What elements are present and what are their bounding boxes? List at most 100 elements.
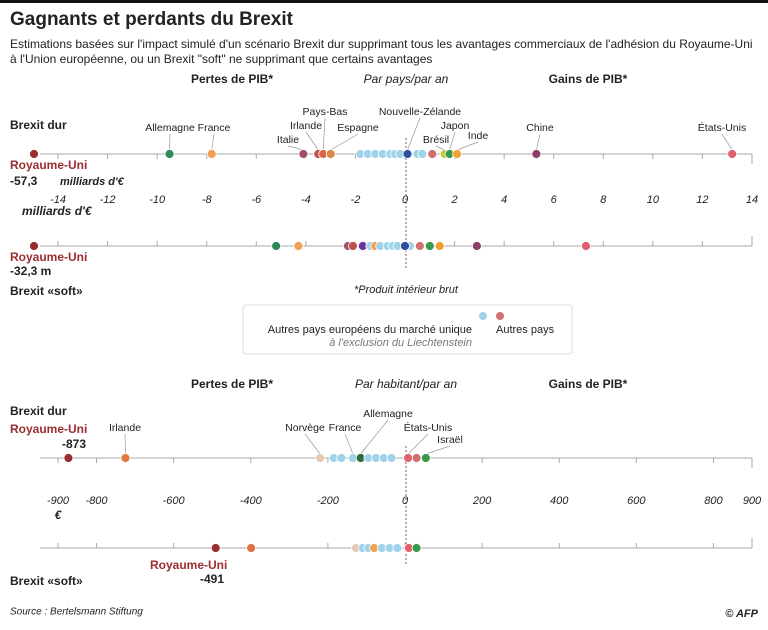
dot <box>427 149 438 159</box>
x-tick-label: 600 <box>627 495 646 507</box>
x-tick-label: -400 <box>240 495 263 507</box>
dot <box>424 241 435 251</box>
footnote: *Produit intérieur brut <box>354 284 459 296</box>
dot <box>386 453 397 463</box>
leader-line <box>456 141 479 151</box>
dot <box>411 453 422 463</box>
x-tick-label: 800 <box>704 495 723 507</box>
dot <box>298 149 309 159</box>
x-tick-label: 12 <box>696 194 708 206</box>
uk-dot <box>29 149 39 159</box>
leader-line <box>407 433 429 455</box>
x-tick-label: -900 <box>47 495 70 507</box>
country-label: Italie <box>277 134 299 146</box>
x-tick-label: 400 <box>550 495 569 507</box>
country-label: Pays-Bas <box>303 106 348 118</box>
x-tick-label: 900 <box>743 495 762 507</box>
x-tick-label: -2 <box>351 194 361 206</box>
country-label: Allemagne <box>363 408 413 420</box>
legend-label: Autres pays <box>496 324 555 336</box>
x-tick-label: -600 <box>163 495 186 507</box>
dot <box>417 149 428 159</box>
country-label: Inde <box>468 130 489 142</box>
loss-heading: Pertes de PIB* <box>191 72 273 86</box>
leader-line <box>536 133 541 151</box>
uk-value: -491 <box>200 572 224 586</box>
gain-heading: Gains de PIB* <box>549 377 628 391</box>
uk-dot <box>210 543 221 553</box>
uk-value: -32,3 m <box>10 264 51 278</box>
subtitle: Estimations basées sur l'impact simulé d… <box>10 37 753 51</box>
dot <box>293 241 304 251</box>
legend-dot <box>496 312 504 320</box>
dot <box>411 543 422 553</box>
leader-line <box>305 131 319 151</box>
x-tick-label: 2 <box>451 194 458 206</box>
dot <box>452 149 462 159</box>
x-tick-label: 10 <box>647 194 660 206</box>
dot <box>315 453 326 463</box>
uk-name: Royaume-Uni <box>10 158 87 172</box>
x-tick-label: -14 <box>50 194 66 206</box>
country-label: France <box>329 422 362 434</box>
x-tick-label: -200 <box>317 495 340 507</box>
dot <box>246 543 257 553</box>
leader-line <box>721 133 733 151</box>
axis-unit: milliards d'€ <box>22 204 93 218</box>
country-label: Allemagne <box>145 122 195 134</box>
country-label: Japon <box>441 120 470 132</box>
x-tick-label: -4 <box>301 194 311 206</box>
dot <box>325 149 336 159</box>
country-label: France <box>198 122 231 134</box>
x-tick-label: -800 <box>86 495 109 507</box>
top-rule <box>0 0 768 3</box>
period-heading: Par habitant/par an <box>355 377 457 391</box>
country-label: Norvège <box>285 422 325 434</box>
dot <box>434 241 445 251</box>
country-label: Nouvelle-Zélande <box>379 106 461 118</box>
gain-heading: Gains de PIB* <box>549 72 628 86</box>
title: Gagnants et perdants du Brexit <box>10 9 294 30</box>
x-tick-label: 6 <box>551 194 558 206</box>
legend-label: Autres pays européens du marché unique <box>268 324 472 336</box>
legend-box <box>242 304 573 355</box>
dot <box>403 453 413 463</box>
x-tick-label: 4 <box>501 194 507 206</box>
x-tick-label: -6 <box>251 194 262 206</box>
country-label: Israël <box>437 434 463 446</box>
period-heading: Par pays/par an <box>364 72 449 86</box>
x-tick-label: 0 <box>402 495 409 507</box>
source: Source : Bertelsmann Stiftung <box>10 607 143 618</box>
row-label: Brexit dur <box>10 118 67 132</box>
legend-note: à l'exclusion du Liechtenstein <box>329 337 472 349</box>
axis-unit: € <box>55 508 63 522</box>
leader-line <box>449 131 456 151</box>
legend-dot <box>479 312 487 320</box>
dot <box>392 543 403 553</box>
leader-line <box>322 117 326 151</box>
x-tick-label: -12 <box>100 194 116 206</box>
leader-line <box>287 145 304 151</box>
uk-name: Royaume-Uni <box>10 422 87 436</box>
country-label: Irlande <box>290 120 322 132</box>
x-tick-label: 8 <box>600 194 607 206</box>
x-tick-label: 0 <box>402 194 409 206</box>
leader-line <box>344 433 354 455</box>
subtitle: à l'Union européenne, ou un Brexit "soft… <box>10 52 432 66</box>
x-tick-label: 14 <box>746 194 758 206</box>
row-label: Brexit «soft» <box>10 284 83 298</box>
country-label: Chine <box>526 122 554 134</box>
dot <box>164 149 175 159</box>
leader-line <box>330 133 359 151</box>
leader-line <box>425 445 451 455</box>
dot <box>727 149 738 159</box>
dot <box>402 149 413 159</box>
dot <box>120 453 131 463</box>
dot <box>336 453 347 463</box>
dot <box>471 241 482 251</box>
row-label: Brexit «soft» <box>10 574 83 588</box>
uk-dot <box>29 241 39 251</box>
x-tick-label: -8 <box>202 194 213 206</box>
dot <box>206 149 217 159</box>
